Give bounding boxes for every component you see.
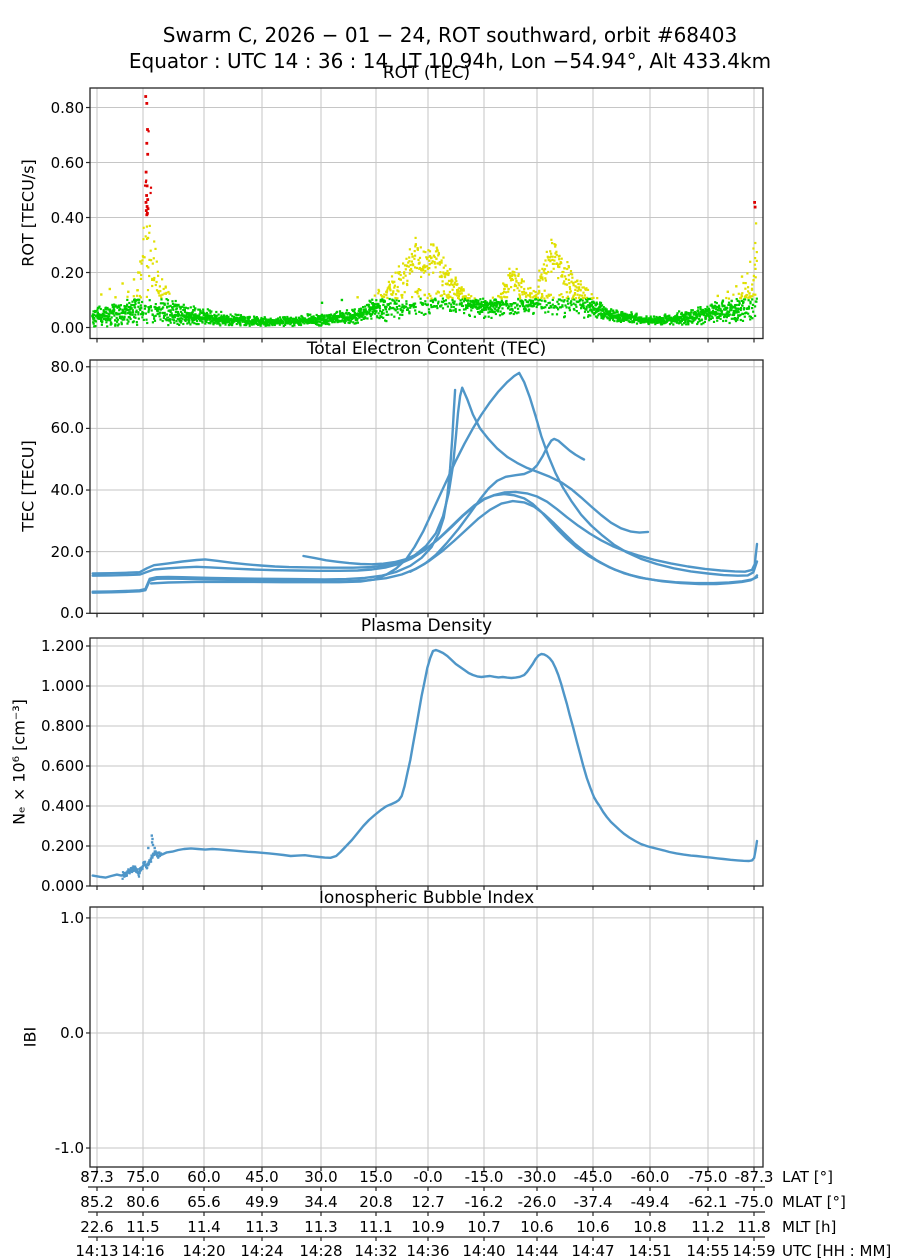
x-row-caption-mlat: MLAT [°]	[782, 1193, 846, 1211]
figure-title: Swarm C, 2026 − 01 − 24, ROT southward, …	[162, 23, 738, 47]
y-tick-tec: 40.0	[50, 481, 84, 500]
x-tick-lat: -60.0	[630, 1168, 670, 1186]
x-tick-lat: 75.0	[126, 1168, 160, 1186]
x-tick-mlt: 10.9	[411, 1218, 445, 1236]
x-tick-lat: -0.0	[413, 1168, 443, 1186]
x-tick-mlat: -37.4	[573, 1193, 613, 1211]
x-tick-utc: 14:36	[406, 1242, 450, 1260]
panel-title-ibi: Ionospheric Bubble Index	[318, 888, 535, 908]
x-tick-mlt: 11.3	[304, 1218, 338, 1236]
x-tick-mlt: 10.8	[633, 1218, 667, 1236]
x-tick-lat: 87.3	[80, 1168, 114, 1186]
x-tick-mlat: -26.0	[517, 1193, 557, 1211]
x-tick-mlt: 10.7	[467, 1218, 501, 1236]
x-tick-utc: 14:44	[515, 1242, 559, 1260]
x-tick-lat: -30.0	[517, 1168, 557, 1186]
x-row-caption-utc: UTC [HH : MM]	[782, 1242, 892, 1260]
panel-title-rot: ROT (TEC)	[382, 63, 471, 83]
x-tick-lat: 60.0	[187, 1168, 221, 1186]
x-tick-lat: 45.0	[245, 1168, 279, 1186]
panel-title-plasma-density: Plasma Density	[360, 616, 493, 636]
y-tick-tec: 60.0	[50, 419, 84, 438]
x-tick-mlt: 11.2	[691, 1218, 725, 1236]
x-tick-mlt: 11.3	[245, 1218, 279, 1236]
x-tick-utc: 14:28	[299, 1242, 343, 1260]
y-tick-rot: 0.20	[50, 263, 84, 282]
x-tick-lat: 30.0	[304, 1168, 338, 1186]
x-tick-lat: -87.3	[734, 1168, 774, 1186]
y-tick-density: 0.200	[41, 837, 84, 855]
y-tick-density: 0.400	[41, 797, 84, 815]
y-tick-ibi: 1.0	[60, 908, 84, 927]
x-tick-lat: -75.0	[688, 1168, 728, 1186]
x-tick-utc: 14:55	[686, 1242, 730, 1260]
x-tick-mlt: 10.6	[576, 1218, 610, 1236]
x-tick-utc: 14:47	[571, 1242, 615, 1260]
y-tick-rot: 0.00	[50, 318, 84, 337]
panel-title-tec: Total Electron Content (TEC)	[306, 339, 547, 359]
x-tick-utc: 14:59	[732, 1242, 776, 1260]
x-row-caption-mlt: MLT [h]	[782, 1218, 837, 1236]
x-tick-utc: 14:13	[75, 1242, 119, 1260]
x-tick-utc: 14:24	[240, 1242, 284, 1260]
x-tick-mlat: 49.9	[245, 1193, 279, 1211]
x-tick-mlat: 85.2	[80, 1193, 114, 1211]
figure-subtitle: Equator : UTC 14 : 36 : 14, LT 10.94h, L…	[128, 49, 772, 73]
x-tick-mlat: -16.2	[464, 1193, 504, 1211]
x-tick-mlat: 20.8	[359, 1193, 393, 1211]
x-tick-utc: 14:51	[628, 1242, 672, 1260]
x-row-caption-lat: LAT [°]	[782, 1168, 833, 1186]
y-tick-ibi: -1.0	[54, 1139, 84, 1158]
y-tick-tec: 20.0	[50, 542, 84, 561]
x-tick-utc: 14:16	[121, 1242, 165, 1260]
x-tick-lat: -45.0	[573, 1168, 613, 1186]
y-tick-density: 0.800	[41, 717, 84, 735]
y-tick-tec: 80.0	[50, 357, 84, 376]
x-tick-lat: 15.0	[359, 1168, 393, 1186]
x-tick-mlt: 11.8	[737, 1218, 771, 1236]
x-tick-mlt: 10.6	[520, 1218, 554, 1236]
y-tick-ibi: 0.0	[60, 1023, 84, 1042]
y-tick-density: 1.000	[41, 677, 84, 695]
x-tick-utc: 14:40	[462, 1242, 506, 1260]
y-tick-density: 0.600	[41, 757, 84, 775]
y-tick-rot: 0.80	[50, 98, 84, 117]
x-tick-mlat: 34.4	[304, 1193, 338, 1211]
x-tick-mlt: 11.5	[126, 1218, 160, 1236]
x-tick-mlat: -49.4	[630, 1193, 670, 1211]
x-tick-mlat: 12.7	[411, 1193, 445, 1211]
x-tick-mlt: 11.1	[359, 1218, 393, 1236]
y-tick-tec: 0.0	[60, 604, 84, 623]
x-tick-mlat: -75.0	[734, 1193, 774, 1211]
y-tick-density: 0.000	[41, 877, 84, 895]
x-tick-utc: 14:32	[354, 1242, 398, 1260]
x-tick-mlat: -62.1	[688, 1193, 728, 1211]
y-tick-rot: 0.40	[50, 208, 84, 227]
y-tick-rot: 0.60	[50, 153, 84, 172]
y-tick-density: 1.200	[41, 637, 84, 655]
x-tick-mlat: 80.6	[126, 1193, 160, 1211]
x-tick-mlt: 11.4	[187, 1218, 221, 1236]
x-tick-utc: 14:20	[182, 1242, 226, 1260]
x-tick-mlt: 22.6	[80, 1218, 114, 1236]
x-tick-mlat: 65.6	[187, 1193, 221, 1211]
x-tick-lat: -15.0	[464, 1168, 504, 1186]
